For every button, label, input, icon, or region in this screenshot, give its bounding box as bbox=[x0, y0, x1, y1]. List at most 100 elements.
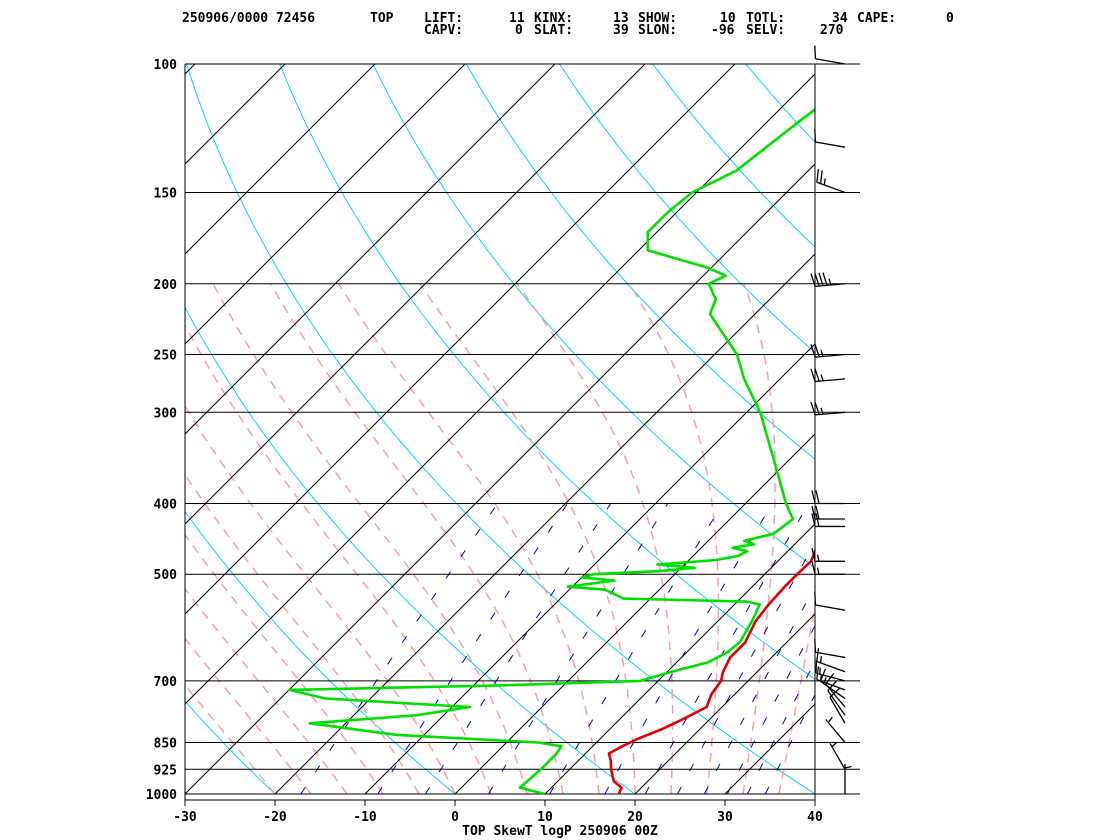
moist-adiabat-line bbox=[185, 533, 384, 794]
moist-adiabat-line bbox=[185, 323, 492, 794]
line2-field-2: SLAT: bbox=[534, 23, 574, 38]
line1-field-6: SHOW: bbox=[638, 11, 678, 26]
line1-field-0: 250906/0000 72456 bbox=[182, 11, 316, 26]
line1-field-9: 34 bbox=[832, 11, 848, 26]
wind-barb bbox=[810, 368, 846, 383]
wind-barb bbox=[814, 45, 846, 65]
wind-barb bbox=[829, 741, 846, 770]
y-tick-label: 100 bbox=[154, 58, 178, 73]
isotherm-line bbox=[185, 73, 815, 705]
wind-barb bbox=[810, 401, 846, 416]
dry-adiabat-line bbox=[279, 64, 815, 680]
x-tick-label: 10 bbox=[537, 810, 553, 825]
dry-adiabat-line bbox=[839, 64, 1120, 794]
y-tick-label: 500 bbox=[154, 568, 178, 583]
moist-adiabat-line bbox=[185, 404, 456, 794]
x-tick-label: -10 bbox=[353, 810, 377, 825]
line2-field-7: 270 bbox=[820, 23, 844, 38]
mixing-ratio-line bbox=[604, 503, 773, 794]
y-tick-label: 300 bbox=[154, 406, 178, 421]
line1-field-2: LIFT: bbox=[424, 11, 464, 26]
line2-field-0: CAPV: bbox=[424, 23, 464, 38]
line1-field-10: CAPE: bbox=[857, 11, 897, 26]
mixing-ratio-line bbox=[703, 585, 815, 794]
wind-barb bbox=[811, 505, 845, 520]
moist-adiabat-line bbox=[269, 283, 564, 794]
line2-field-1: 0 bbox=[515, 23, 523, 38]
isotherm-line bbox=[185, 64, 646, 525]
line2-field-5: -96 bbox=[711, 23, 735, 38]
dewpoint-trace bbox=[287, 107, 815, 794]
dry-adiabat-line bbox=[745, 64, 815, 143]
moist-adiabat-line bbox=[185, 684, 276, 794]
wind-barb bbox=[825, 716, 846, 743]
moist-adiabat-line bbox=[212, 283, 528, 794]
isotherm-line bbox=[185, 64, 286, 165]
mixing-ratio-line bbox=[488, 503, 669, 794]
wind-barb bbox=[814, 638, 846, 659]
mixing-ratio-line bbox=[549, 503, 724, 794]
wind-barb bbox=[829, 687, 846, 724]
isotherm-line bbox=[185, 64, 466, 345]
wind-barb bbox=[811, 513, 845, 528]
y-tick-label: 400 bbox=[154, 498, 178, 513]
wind-barb bbox=[810, 343, 846, 358]
dry-adiabat-line bbox=[932, 64, 1120, 794]
dry-adiabat-line bbox=[558, 64, 815, 354]
isotherm-line bbox=[185, 163, 815, 794]
isotherm-line bbox=[634, 613, 815, 794]
moist-adiabat-line bbox=[185, 473, 420, 794]
wind-barb bbox=[814, 128, 846, 148]
wind-barb bbox=[811, 561, 845, 575]
isotherm-line bbox=[814, 793, 815, 794]
line1-field-4: KINX: bbox=[534, 11, 574, 26]
wind-barb bbox=[810, 272, 846, 288]
x-axis-label: TOP SkewT logP 250906 00Z bbox=[462, 824, 658, 839]
line2-field-4: SLON: bbox=[638, 23, 678, 38]
moist-adiabat-line bbox=[419, 283, 636, 794]
moist-adiabat-line bbox=[778, 601, 815, 794]
dry-adiabat-line bbox=[652, 64, 815, 248]
mixing-ratio-line bbox=[377, 503, 568, 794]
isotherm-line bbox=[185, 64, 376, 255]
isotherm-line bbox=[185, 64, 736, 615]
line1-field-7: 10 bbox=[720, 11, 736, 26]
y-tick-label: 925 bbox=[154, 763, 177, 778]
wind-barb bbox=[811, 490, 845, 505]
wind-barb bbox=[811, 548, 845, 562]
x-tick-label: 30 bbox=[717, 810, 733, 825]
y-tick-label: 250 bbox=[154, 348, 178, 363]
y-tick-label: 200 bbox=[154, 278, 178, 293]
x-tick-label: 20 bbox=[627, 810, 643, 825]
isotherm-line bbox=[0, 64, 105, 794]
mixing-ratio-line bbox=[746, 660, 815, 794]
isotherm-line bbox=[364, 343, 815, 794]
x-tick-label: -20 bbox=[263, 810, 287, 825]
isotherm-line bbox=[185, 64, 556, 435]
sounding-traces bbox=[287, 107, 815, 794]
mixing-ratio-line bbox=[424, 503, 612, 794]
isotherm-line bbox=[274, 253, 815, 794]
wind-barb bbox=[816, 168, 846, 194]
wind-barb bbox=[814, 591, 846, 611]
moist-adiabat-line bbox=[516, 283, 674, 794]
line1-field-1: TOP bbox=[370, 11, 394, 26]
wind-barb bbox=[825, 672, 846, 708]
line2-field-3: 39 bbox=[613, 23, 629, 38]
line1-field-8: TOTL: bbox=[746, 11, 786, 26]
line1-field-3: 11 bbox=[509, 11, 525, 26]
temperature-trace bbox=[607, 547, 815, 794]
isotherm-line bbox=[454, 433, 815, 794]
line1-field-11: 0 bbox=[946, 11, 954, 26]
header-panel: 250906/0000 72456 TOP LIFT: 11 KINX: 13 SHOW: 1… bbox=[0, 0, 1120, 40]
x-tick-label: 40 bbox=[807, 810, 823, 825]
x-tick-label: 0 bbox=[451, 810, 459, 825]
y-tick-label: 850 bbox=[154, 736, 178, 751]
line1-field-5: 13 bbox=[613, 11, 629, 26]
wind-barb bbox=[827, 680, 846, 716]
wind-barb bbox=[816, 648, 846, 673]
moist-adiabat-line bbox=[337, 283, 600, 794]
dry-adiabat-line bbox=[185, 700, 276, 794]
